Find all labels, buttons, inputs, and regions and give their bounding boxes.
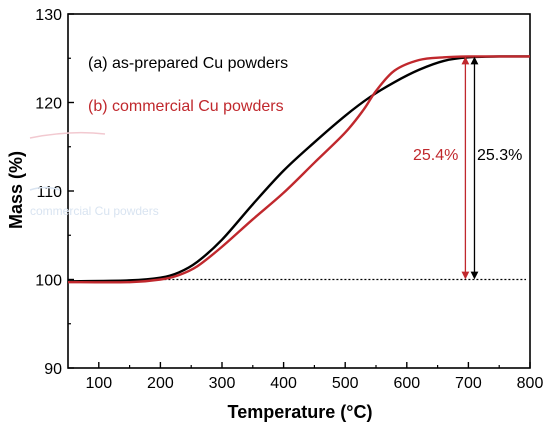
y-axis-title: Mass (%) xyxy=(6,151,26,229)
legend xyxy=(29,131,106,191)
y-tick-label: 110 xyxy=(36,184,62,201)
legend-artifact-pink xyxy=(29,131,106,139)
axis-ticks xyxy=(68,13,531,369)
annotation-25-4: 25.4% xyxy=(413,147,458,164)
annotation-25-3: 25.3% xyxy=(477,147,522,164)
x-tick-label: 600 xyxy=(393,375,420,392)
x-tick-label: 800 xyxy=(517,375,544,392)
series-layer xyxy=(67,55,531,284)
legend-ghost-text: commercial Cu powders xyxy=(30,204,159,218)
tick-labels: 100 200 300 400 500 600 700 800 90 100 110 120 130 xyxy=(35,7,543,392)
legend-entry-a: (a) as-prepared Cu powders xyxy=(88,55,288,72)
y-tick-label: 120 xyxy=(35,96,62,113)
x-axis-title: Temperature (°C) xyxy=(228,402,373,422)
x-tick-label: 200 xyxy=(147,375,174,392)
y-tick-label: 130 xyxy=(35,7,62,24)
y-tick-label: 100 xyxy=(35,273,62,290)
x-tick-label: 100 xyxy=(85,375,112,392)
arrow-layer xyxy=(461,56,479,280)
series-line-a xyxy=(67,55,531,283)
legend-artifact-blue xyxy=(29,186,61,191)
x-tick-label: 700 xyxy=(455,375,482,392)
series-line-b xyxy=(67,55,530,284)
y-tick-label: 90 xyxy=(44,361,62,378)
x-tick-label: 500 xyxy=(332,375,359,392)
legend-entry-b: (b) commercial Cu powders xyxy=(88,98,284,115)
x-tick-label: 400 xyxy=(270,375,297,392)
x-tick-label: 300 xyxy=(209,375,236,392)
